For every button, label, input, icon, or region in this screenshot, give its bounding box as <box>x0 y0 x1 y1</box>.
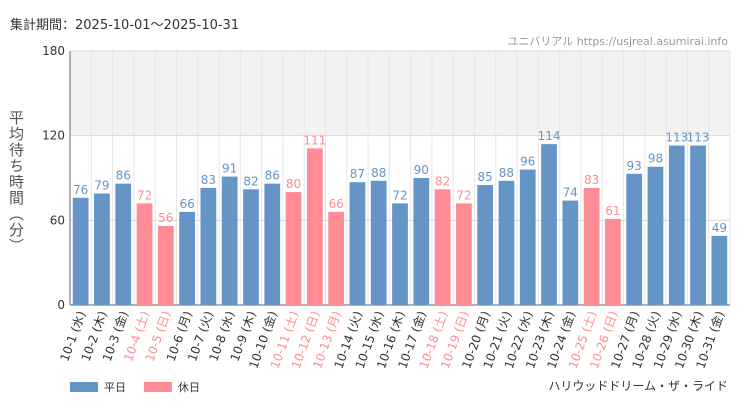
value-label: 76 <box>73 183 88 197</box>
bar <box>690 145 706 305</box>
bar <box>94 193 110 305</box>
legend-item-holiday[interactable]: 休日 <box>144 379 200 395</box>
value-label: 82 <box>243 174 258 188</box>
value-label: 111 <box>303 133 326 147</box>
bar <box>285 192 302 305</box>
legend: 平日 休日 <box>70 379 200 395</box>
bar <box>264 183 281 305</box>
value-label: 85 <box>478 170 493 184</box>
value-label: 91 <box>222 162 237 176</box>
value-label: 86 <box>116 169 131 183</box>
value-label: 56 <box>158 211 173 225</box>
value-label: 66 <box>328 197 343 211</box>
y-tick-label: 0 <box>57 298 65 312</box>
legend-swatch-weekday <box>70 382 98 392</box>
bar <box>157 225 174 305</box>
y-axis-label: 平均待ち時間（分） <box>7 110 25 254</box>
bar <box>477 185 494 305</box>
y-tick-label: 120 <box>42 129 65 143</box>
bar <box>434 189 451 305</box>
bar <box>668 145 685 305</box>
legend-label-weekday: 平日 <box>104 381 126 394</box>
bar <box>711 235 728 305</box>
bar <box>179 211 195 305</box>
bar <box>72 197 89 305</box>
legend-label-holiday: 休日 <box>178 381 200 394</box>
bar <box>136 203 153 305</box>
value-label: 87 <box>350 167 365 181</box>
value-label: 88 <box>499 166 514 180</box>
bar <box>115 183 132 305</box>
bar <box>370 180 387 305</box>
legend-item-weekday[interactable]: 平日 <box>70 379 126 395</box>
value-label: 98 <box>648 152 663 166</box>
bar <box>328 211 345 305</box>
bar <box>583 187 600 305</box>
value-label: 113 <box>665 131 688 145</box>
value-label: 88 <box>371 166 386 180</box>
ride-name: ハリウッドドリーム・ザ・ライド <box>548 379 728 393</box>
y-tick-label: 180 <box>42 44 65 58</box>
bar <box>455 203 472 305</box>
legend-swatch-holiday <box>144 382 172 392</box>
bar <box>306 148 323 305</box>
bar <box>498 180 515 305</box>
period-label: 集計期間：2025-10-01～2025-10-31 <box>10 18 240 33</box>
value-label: 49 <box>712 221 727 235</box>
value-label: 96 <box>520 155 535 169</box>
bar <box>243 189 259 305</box>
bar <box>562 200 579 305</box>
bar <box>605 218 621 305</box>
bar <box>392 203 408 305</box>
value-label: 113 <box>687 131 710 145</box>
value-label: 86 <box>265 169 280 183</box>
value-label: 90 <box>414 163 429 177</box>
bar <box>349 182 366 305</box>
value-label: 82 <box>435 174 450 188</box>
bar <box>626 173 643 305</box>
value-label: 80 <box>286 177 301 191</box>
highlight-band <box>70 51 730 136</box>
bar <box>413 178 430 305</box>
bar <box>541 144 557 305</box>
value-label: 66 <box>179 197 194 211</box>
value-label: 83 <box>584 173 599 187</box>
value-label: 61 <box>605 204 620 218</box>
site-label[interactable]: ユニバリアル https://usjreal.asumirai.info <box>507 35 728 48</box>
value-label: 72 <box>392 188 407 202</box>
value-label: 72 <box>137 188 152 202</box>
bar <box>221 176 238 305</box>
value-label: 114 <box>538 129 561 143</box>
value-label: 74 <box>563 186 578 200</box>
value-label: 79 <box>94 179 109 193</box>
bar <box>647 166 664 305</box>
value-label: 83 <box>201 173 216 187</box>
value-label: 93 <box>627 159 642 173</box>
y-tick-label: 60 <box>50 213 65 227</box>
value-label: 72 <box>456 188 471 202</box>
bar <box>200 187 217 305</box>
bar <box>519 169 536 305</box>
